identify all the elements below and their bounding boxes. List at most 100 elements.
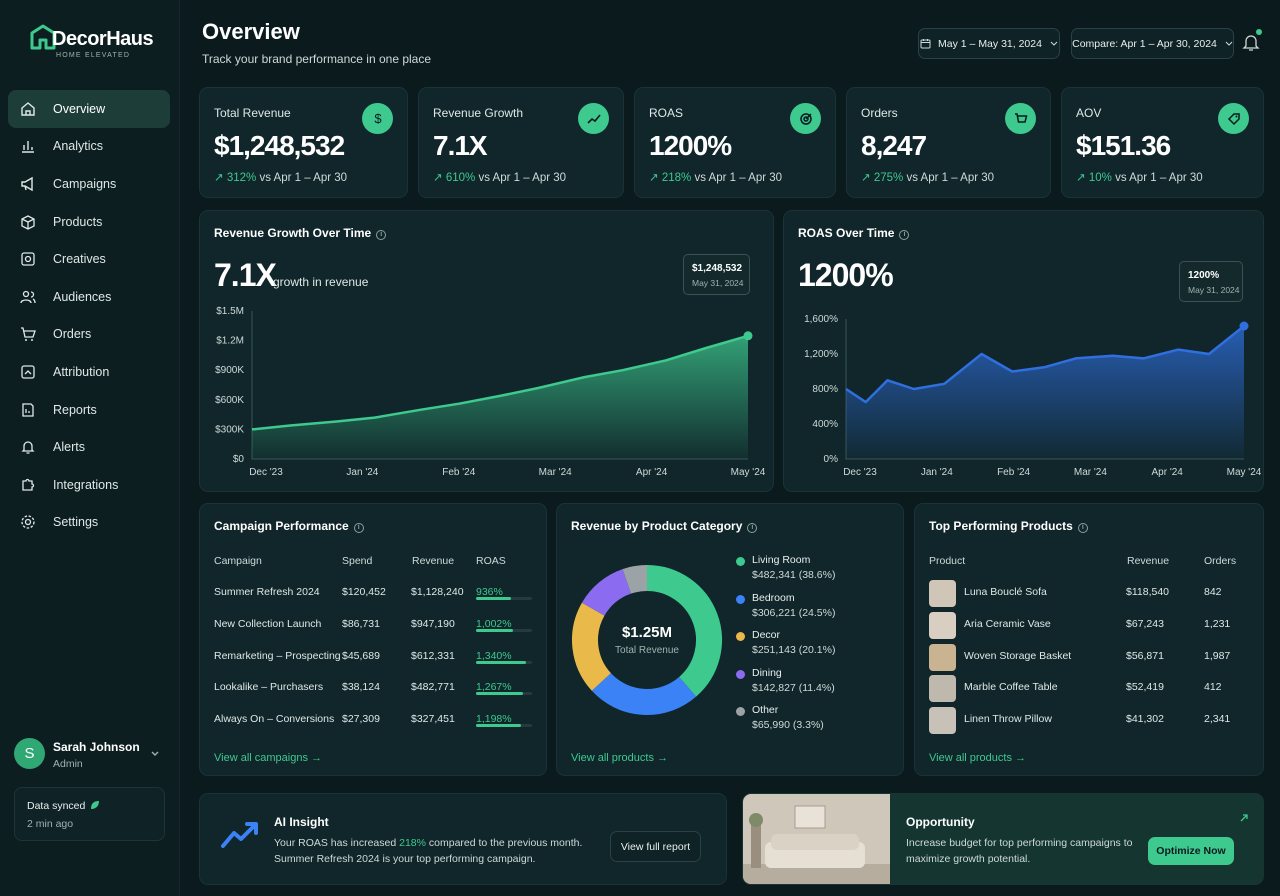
legend-label: Other (752, 704, 779, 716)
legend-item-living-room[interactable]: Living Room $482,341 (38.6%) (736, 554, 886, 586)
roas-chart: 0% 400% 800% 1,200% 1,600% Dec '23 Jan '24 Feb … (804, 314, 1262, 478)
sidebar-item-campaigns[interactable]: Campaigns (8, 165, 170, 203)
sidebar-item-label: Audiences (53, 289, 112, 304)
notifications-button[interactable] (1242, 29, 1262, 54)
user-menu[interactable]: S Sarah Johnson Admin (14, 738, 164, 774)
logo-house-icon (30, 24, 56, 50)
date-range-picker[interactable]: May 1 – May 31, 2024 (918, 28, 1060, 59)
product-thumbnail (929, 675, 956, 703)
legend-swatch (736, 557, 745, 566)
sidebar-item-settings[interactable]: Settings (8, 504, 170, 542)
view-all-products-link[interactable]: View all products → (571, 752, 669, 764)
category-card: Revenue by Product Category i $1.25M Tota… (556, 503, 904, 776)
sidebar-item-orders[interactable]: Orders (8, 316, 170, 354)
kpi-card-aov: AOV $151.36 ↗ 10% vs Apr 1 – Apr 30 (1061, 87, 1264, 198)
kpi-delta: ↗ 10% vs Apr 1 – Apr 30 (1076, 172, 1203, 184)
sidebar-item-alerts[interactable]: Alerts (8, 428, 170, 466)
info-icon[interactable]: i (353, 523, 364, 533)
donut-slice-living-room[interactable] (646, 565, 722, 697)
legend-detail: $142,827 (11.4%) (752, 681, 835, 694)
opportunity-line1: Increase budget for top performing campa… (906, 837, 1133, 849)
y-tick-label: $1.5M (216, 306, 244, 317)
donut-slice-other[interactable] (622, 565, 648, 594)
kpi-value: $151.36 (1076, 130, 1171, 161)
opportunity-line2: maximize growth potential. (906, 853, 1031, 865)
sidebar-item-attribution[interactable]: Attribution (8, 353, 170, 391)
legend-item-dining[interactable]: Dining $142,827 (11.4%) (736, 667, 886, 699)
x-tick-label: Feb '24 (442, 467, 475, 478)
kpi-card-orders: Orders 8,247 ↗ 275% vs Apr 1 – Apr 30 (846, 87, 1051, 198)
legend-label: Living Room (752, 554, 811, 566)
table-row[interactable]: Marble Coffee Table $52,419 412 (929, 675, 1249, 703)
cart-icon (1005, 103, 1036, 134)
info-icon[interactable]: i (1077, 523, 1088, 533)
insight-text-line2: Summer Refresh 2024 is your top performi… (274, 853, 536, 865)
sidebar-item-products[interactable]: Products (8, 203, 170, 241)
y-tick-label: $300K (215, 424, 244, 435)
optimize-now-button[interactable]: Optimize Now (1148, 837, 1234, 865)
table-row[interactable]: Remarketing – Prospecting $45,689 $612,331… (214, 650, 534, 670)
donut-slice-decor[interactable] (572, 602, 612, 691)
product-revenue: $56,871 (1126, 649, 1164, 662)
table-row[interactable]: Woven Storage Basket $56,871 1,987 (929, 643, 1249, 671)
chevron-down-icon[interactable] (150, 750, 160, 758)
product-thumbnail (929, 611, 956, 639)
arrow-up-right-icon: ↗ (861, 172, 874, 184)
sidebar-item-overview[interactable]: Overview (8, 90, 170, 128)
pin-icon[interactable] (1238, 812, 1250, 824)
table-row[interactable]: Linen Throw Pillow $41,302 2,341 (929, 707, 1249, 735)
bar-chart-icon (22, 141, 34, 154)
kpi-label: Orders (861, 106, 898, 120)
campaign-performance-card: Campaign Performance i View all campaigns… (199, 503, 547, 776)
legend-detail: $65,990 (3.3%) (752, 719, 824, 731)
data-point[interactable] (1239, 321, 1249, 331)
sidebar-item-reports[interactable]: Reports (8, 391, 170, 429)
info-icon[interactable]: i (747, 523, 758, 533)
user-role: Admin (53, 758, 83, 770)
view-full-report-button[interactable]: View full report (610, 831, 701, 862)
sidebar-item-analytics[interactable]: Analytics (8, 128, 170, 166)
info-icon[interactable]: i (376, 230, 387, 240)
sidebar-item-integrations[interactable]: Integrations (8, 466, 170, 504)
insight-title: AI Insight (274, 815, 329, 829)
sidebar-item-creatives[interactable]: Creatives (8, 240, 170, 278)
sidebar-item-audiences[interactable]: Audiences (8, 278, 170, 316)
donut-center-value: $1.25M (621, 624, 673, 641)
info-icon[interactable]: i (899, 230, 910, 240)
column-header: Orders (1204, 555, 1237, 567)
product-thumbnail (929, 707, 956, 735)
svg-text:$: $ (374, 111, 382, 126)
view-all-top-products-link[interactable]: View all products → (929, 752, 1027, 764)
table-row[interactable]: Summer Refresh 2024 $120,452 $1,128,240 936… (214, 586, 534, 606)
donut-slice-dining[interactable] (581, 569, 632, 617)
cart-icon (21, 327, 36, 342)
roas-tooltip-value: 1200% (1188, 270, 1220, 281)
campaign-revenue: $482,771 (411, 681, 455, 694)
y-tick-label: $1.2M (216, 336, 244, 347)
legend-item-bedroom[interactable]: Bedroom $306,221 (24.5%) (736, 592, 886, 624)
view-all-campaigns-link[interactable]: View all campaigns → (214, 752, 323, 764)
table-row[interactable]: Lookalike – Purchasers $38,124 $482,771 1,2… (214, 681, 534, 701)
legend-item-other[interactable]: Other $65,990 (3.3%) (736, 704, 886, 736)
campaign-revenue: $947,190 (411, 617, 455, 630)
sidebar-item-label: Products (53, 214, 103, 229)
product-name: Linen Throw Pillow (964, 713, 1052, 726)
table-row[interactable]: Always On – Conversions $27,309 $327,451 1,… (214, 713, 534, 733)
donut-slice-bedroom[interactable] (591, 672, 697, 715)
legend-item-decor[interactable]: Decor $251,143 (20.1%) (736, 629, 886, 661)
brand-name: DecorHaus (52, 28, 154, 50)
table-row[interactable]: Aria Ceramic Vase $67,243 1,231 (929, 611, 1249, 639)
compare-range-picker[interactable]: Compare: Apr 1 – Apr 30, 2024 (1071, 28, 1234, 59)
brand-tagline: HOME ELEVATED (56, 52, 131, 59)
product-orders: 412 (1204, 681, 1222, 694)
data-point[interactable] (743, 331, 753, 341)
kpi-value: 7.1X (433, 130, 488, 161)
product-name: Woven Storage Basket (964, 649, 1072, 662)
brand-logo[interactable]: DecorHaus HOME ELEVATED (30, 22, 160, 62)
roas-tooltip-date: May 31, 2024 (1188, 285, 1240, 295)
table-row[interactable]: Luna Bouclé Sofa $118,540 842 (929, 580, 1249, 607)
campaign-name: Always On – Conversions (214, 713, 335, 726)
chevron-down-icon (1050, 41, 1058, 46)
table-row[interactable]: New Collection Launch $86,731 $947,190 1,00… (214, 618, 534, 638)
product-orders: 2,341 (1204, 713, 1231, 726)
